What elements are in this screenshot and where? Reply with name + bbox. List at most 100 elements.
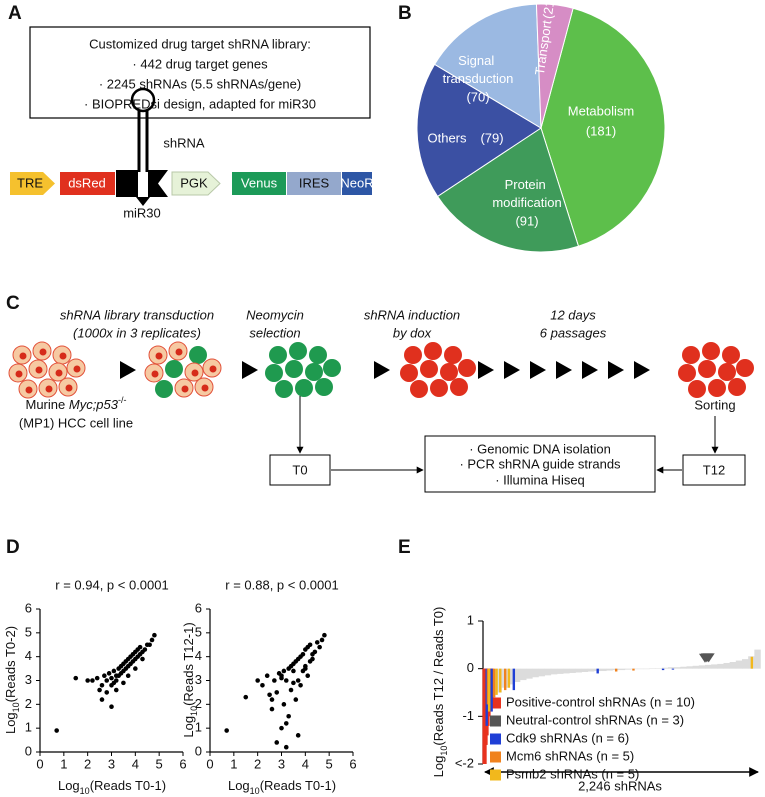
cell-nucleus <box>55 369 63 377</box>
scatter-point <box>121 680 126 686</box>
element-label: PGK <box>180 175 208 190</box>
scatter-point <box>295 733 301 738</box>
bar <box>538 668 545 677</box>
cell-line-label: (MP1) HCC cell line <box>19 415 133 430</box>
y-tick-label: 6 <box>25 600 32 615</box>
element-label: Venus <box>241 175 278 190</box>
scatter-point <box>305 673 311 679</box>
cell-nucleus <box>201 384 209 392</box>
y-axis-label: Log10(Reads T12-1) <box>181 622 199 737</box>
cell-nucleus <box>181 385 189 393</box>
library-line: · 442 drug target genes <box>132 56 268 71</box>
scatter-point <box>137 644 143 650</box>
cell <box>424 342 442 360</box>
step-label: selection <box>249 325 300 340</box>
highlight-bar <box>490 668 493 712</box>
bar <box>711 664 718 669</box>
step-arrow <box>634 361 650 379</box>
y-tick-label: 0 <box>195 743 202 758</box>
text-part: Log <box>58 778 80 793</box>
pie-label: Protein modification <box>492 177 561 210</box>
cell-line-label: Murine Myc;p53-/- <box>26 395 127 412</box>
step-arrow <box>530 361 546 379</box>
step-arrow <box>120 361 136 379</box>
subscript: 10 <box>439 746 449 756</box>
scatter-point <box>269 697 275 702</box>
y-tick-label: 4 <box>25 648 32 663</box>
bar <box>717 663 724 669</box>
t12-label: T12 <box>703 462 725 477</box>
element-shape <box>287 172 341 195</box>
cell-clusters <box>8 341 754 399</box>
scatter-point <box>142 647 148 652</box>
cell <box>708 379 726 397</box>
element-label: TRE <box>17 175 43 190</box>
library-line: · BIOPREDsi design, adapted for miR30 <box>84 96 316 111</box>
cell <box>309 346 327 364</box>
scatter-point <box>106 671 112 676</box>
scatter-point <box>260 682 265 688</box>
cell <box>305 363 323 381</box>
y-axis-label: Log10(Reads T12 / Reads T0) <box>431 607 449 778</box>
step-label: (1000x in 3 replicates) <box>73 325 201 340</box>
step-arrow <box>374 361 390 379</box>
cell <box>440 363 458 381</box>
scatter-point <box>113 687 119 693</box>
text-part: (Reads T0-2) <box>3 626 18 702</box>
cell <box>289 342 307 360</box>
pie-value-label: (70) <box>466 89 489 104</box>
cell-nucleus <box>19 352 27 360</box>
cell-nucleus <box>59 352 67 360</box>
bar <box>754 649 761 669</box>
y-tick-label: 3 <box>195 672 202 687</box>
legend-label: Mcm6 shRNAs (n = 5) <box>506 748 634 763</box>
x-tick-label: 6 <box>349 756 356 771</box>
highlight-bar <box>486 668 490 705</box>
bar <box>600 668 607 672</box>
subscript: 10 <box>80 786 90 796</box>
library-box <box>29 26 371 119</box>
step-arrow <box>504 361 520 379</box>
y-tick-label: 4 <box>195 648 202 663</box>
y-tick-label: -1 <box>462 708 474 723</box>
cell-nucleus <box>191 369 199 377</box>
scatter-point <box>272 678 277 683</box>
text-part: (Reads T12-1) <box>181 622 196 706</box>
cell-nucleus <box>45 385 53 393</box>
bar <box>587 668 595 672</box>
x-tick-label: 5 <box>156 756 163 771</box>
analysis-line: · PCR shRNA guide strands <box>459 456 621 471</box>
highlight-bar <box>632 668 635 671</box>
y-tick-label: 2 <box>25 696 32 711</box>
text-part: Log <box>3 712 18 734</box>
subscript: 10 <box>250 786 260 796</box>
scatter-point <box>274 740 280 745</box>
cell <box>722 346 740 364</box>
x-axis-label: Log10(Reads T0-1) <box>228 778 336 796</box>
cell <box>420 360 438 378</box>
cell-nucleus <box>25 386 33 394</box>
x-tick-label: 4 <box>132 756 139 771</box>
superscript: -/- <box>118 395 127 405</box>
pie-value-label: (79) <box>480 130 503 145</box>
scatter-point <box>298 682 303 688</box>
library-line: · 2245 shRNAs (5.5 shRNAs/gene) <box>99 76 301 91</box>
scatter-point <box>104 690 110 695</box>
bar <box>513 668 521 683</box>
x-tick-label: 2 <box>254 756 261 771</box>
highlight-bar <box>614 668 618 672</box>
scatter-point <box>300 651 306 657</box>
highlight-bar <box>512 668 516 691</box>
scatter-point <box>97 687 102 693</box>
x-tick-label: 1 <box>230 756 237 771</box>
highlight-bar <box>495 668 498 695</box>
legend-label: Neutral-control shRNAs (n = 3) <box>506 712 684 727</box>
x-tick-label: 3 <box>108 756 115 771</box>
cell <box>275 380 293 398</box>
cell-nucleus <box>175 348 183 356</box>
highlight-bar <box>596 668 599 674</box>
scatter-point <box>152 632 157 638</box>
element-shape <box>232 172 286 195</box>
x-tick-label: 2 <box>84 756 91 771</box>
